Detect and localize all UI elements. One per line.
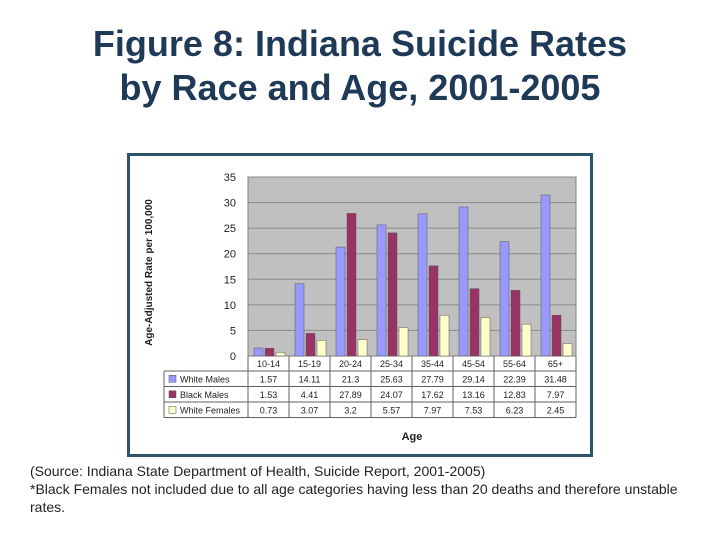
y-tick-label: 0 (230, 351, 236, 363)
bar-white-females-6 (521, 323, 532, 357)
data-label-white-females: 2.45 (547, 405, 565, 415)
bar-white-females-3 (398, 327, 409, 357)
data-label-black-males: 27.89 (339, 390, 362, 400)
bar-black-males-6 (510, 290, 521, 357)
x-tick-label: 10-14 (257, 359, 280, 369)
data-label-black-males: 13.16 (462, 390, 485, 400)
bar-black-males-5 (469, 288, 480, 357)
bar-white-males-4 (417, 213, 428, 357)
x-tick-label: 35-44 (421, 359, 444, 369)
y-tick-label: 5 (230, 325, 236, 337)
data-label-black-males: 17.62 (421, 390, 444, 400)
x-tick-label: 20-24 (339, 359, 362, 369)
bar-black-males-3 (387, 232, 398, 357)
data-label-black-males: 1.53 (260, 390, 278, 400)
data-label-black-males: 4.41 (301, 390, 319, 400)
bar-black-males-0 (264, 347, 275, 357)
data-label-white-males: 1.57 (260, 374, 278, 384)
y-tick-label: 20 (224, 249, 236, 261)
bar-white-females-2 (357, 339, 368, 357)
legend-swatch-white-males (168, 375, 177, 383)
data-label-white-males: 25.63 (380, 374, 403, 384)
legend-label-white-females: White Females (180, 405, 241, 415)
x-tick-label: 65+ (548, 359, 563, 369)
bar-black-males-7 (551, 314, 562, 357)
footnote: *Black Females not included due to all a… (30, 481, 678, 515)
slide-title: Figure 8: Indiana Suicide Rates by Race … (0, 22, 720, 110)
y-tick-label: 30 (224, 198, 236, 210)
bar-chart: 0 5 10 15 20 25 30 35 Age-Adjusted Rate per 100,… (144, 172, 577, 443)
x-tick-label: 25-34 (380, 359, 403, 369)
legend-swatch-white-females (168, 406, 177, 414)
bar-black-males-4 (428, 265, 439, 357)
data-label-black-males: 24.07 (380, 390, 403, 400)
x-tick-label: 15-19 (298, 359, 321, 369)
data-label-white-females: 3.2 (344, 405, 357, 415)
legend-label-black-males: Black Males (180, 390, 229, 400)
bar-black-males-1 (305, 333, 316, 357)
title-line-2: by Race and Age, 2001-2005 (119, 67, 601, 108)
data-label-white-females: 7.53 (465, 405, 483, 415)
bar-white-females-1 (316, 340, 327, 357)
legend-label-white-males: White Males (180, 374, 230, 384)
x-tick-label: 55-64 (503, 359, 526, 369)
data-label-black-males: 12.83 (503, 390, 526, 400)
y-axis-title: Age-Adjusted Rate per 100,000 (144, 199, 155, 346)
data-label-white-females: 7.97 (424, 405, 442, 415)
source-citation: (Source: Indiana State Department of Hea… (30, 463, 486, 479)
bar-white-males-3 (376, 224, 387, 357)
data-label-white-females: 5.57 (383, 405, 401, 415)
data-label-white-males: 31.48 (544, 374, 567, 384)
bar-white-females-5 (480, 317, 491, 357)
data-label-white-males: 29.14 (462, 374, 485, 384)
bar-white-males-2 (335, 246, 346, 357)
bar-black-males-2 (346, 213, 357, 357)
x-tick-label: 45-54 (462, 359, 485, 369)
data-label-black-males: 7.97 (547, 390, 565, 400)
bar-white-females-0 (275, 352, 286, 357)
y-tick-label: 35 (224, 172, 236, 184)
bar-white-males-7 (540, 194, 551, 357)
x-axis-title: Age (402, 431, 423, 443)
bar-white-females-4 (439, 314, 450, 357)
y-tick-label: 25 (224, 223, 236, 235)
data-label-white-females: 3.07 (301, 405, 319, 415)
bar-white-males-0 (253, 347, 264, 357)
bar-white-males-6 (499, 241, 510, 357)
data-label-white-females: 6.23 (506, 405, 524, 415)
data-label-white-males: 14.11 (299, 374, 321, 384)
data-label-white-males: 21.3 (342, 374, 360, 384)
data-label-white-males: 27.79 (421, 374, 444, 384)
bar-white-males-5 (458, 206, 469, 357)
y-tick-label: 10 (224, 300, 236, 312)
source-note: (Source: Indiana State Department of Hea… (30, 462, 710, 516)
bar-white-females-7 (562, 343, 573, 357)
y-tick-label: 15 (224, 274, 236, 286)
legend-swatch-black-males (168, 390, 177, 398)
data-label-white-males: 22.39 (503, 374, 526, 384)
bar-white-males-1 (294, 283, 305, 357)
chart-frame: 0 5 10 15 20 25 30 35 Age-Adjusted Rate per 100,… (127, 153, 593, 457)
data-label-white-females: 0.73 (260, 405, 278, 415)
title-line-1: Figure 8: Indiana Suicide Rates (92, 23, 628, 64)
